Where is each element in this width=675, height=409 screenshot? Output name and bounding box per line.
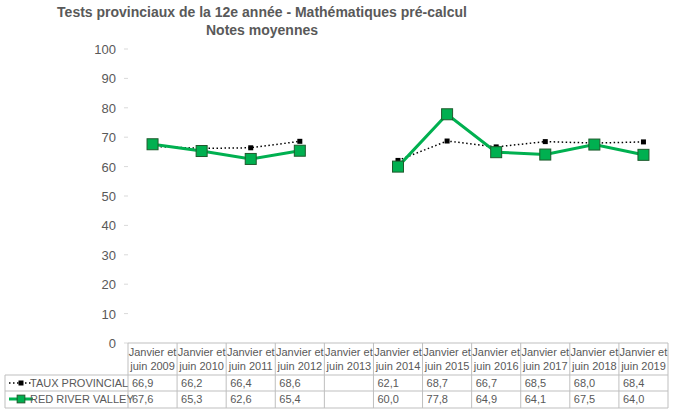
table-value: 60,0 bbox=[377, 393, 398, 405]
legend-marker bbox=[19, 381, 24, 386]
y-tick-label: 60 bbox=[102, 160, 116, 175]
title: Tests provinciaux de la 12e année - Math… bbox=[57, 4, 467, 20]
table-line bbox=[128, 343, 668, 344]
y-tick bbox=[124, 107, 128, 108]
point bbox=[641, 139, 646, 144]
series-line bbox=[153, 114, 644, 166]
y-tick-label: 80 bbox=[102, 101, 116, 116]
table-value: 64,9 bbox=[476, 393, 497, 405]
table-line bbox=[668, 343, 669, 408]
y-tick-label: 20 bbox=[102, 277, 116, 292]
legend-marker bbox=[17, 395, 25, 403]
y-tick-label: 30 bbox=[102, 248, 116, 263]
x-tick-label: Janvier etjuin 2013 bbox=[325, 346, 373, 372]
table-line bbox=[5, 375, 668, 376]
y-tick-label: 10 bbox=[102, 307, 116, 322]
point bbox=[245, 153, 256, 164]
table-value: 64,1 bbox=[525, 393, 546, 405]
table-value: 65,3 bbox=[181, 393, 202, 405]
y-tick bbox=[124, 137, 128, 138]
table-value: 67,6 bbox=[132, 393, 153, 405]
y-tick bbox=[124, 284, 128, 285]
table-value: 65,4 bbox=[279, 393, 300, 405]
table-value: 68,7 bbox=[427, 377, 448, 389]
table-value: 68,6 bbox=[279, 377, 300, 389]
table-value: 77,8 bbox=[427, 393, 448, 405]
point bbox=[393, 161, 404, 172]
point bbox=[638, 149, 649, 160]
y-tick-label: 70 bbox=[102, 130, 116, 145]
table-value: 66,7 bbox=[476, 377, 497, 389]
y-tick-label: 90 bbox=[102, 71, 116, 86]
table-value: 62,1 bbox=[377, 377, 398, 389]
table-line bbox=[5, 391, 668, 392]
plot-area bbox=[147, 109, 649, 172]
y-axis bbox=[128, 49, 129, 343]
point bbox=[445, 139, 450, 144]
y-tick bbox=[124, 225, 128, 226]
x-tick-label: Janvier etjuin 2010 bbox=[178, 346, 226, 372]
table-value: 68,4 bbox=[623, 377, 644, 389]
x-tick-label: Janvier etjuin 2009 bbox=[129, 346, 177, 372]
table-value: 68,0 bbox=[574, 377, 595, 389]
y-tick bbox=[124, 78, 128, 79]
point bbox=[297, 139, 302, 144]
table-value: 62,6 bbox=[230, 393, 251, 405]
table-line bbox=[5, 408, 668, 409]
table-value: 66,9 bbox=[132, 377, 153, 389]
legend-label: RED RIVER VALLEY bbox=[30, 393, 134, 405]
point bbox=[589, 139, 600, 150]
y-tick bbox=[124, 313, 128, 314]
legend-label: TAUX PROVINCIAL bbox=[30, 377, 128, 389]
x-tick-label: Janvier etjuin 2017 bbox=[521, 346, 569, 372]
y-tick-label: 0 bbox=[109, 336, 116, 351]
table-value: 64,0 bbox=[623, 393, 644, 405]
y-tick bbox=[124, 196, 128, 197]
table-value: 68,5 bbox=[525, 377, 546, 389]
point bbox=[540, 149, 551, 160]
subtitle: Notes moyennes bbox=[206, 22, 318, 38]
point bbox=[248, 145, 253, 150]
y-tick-label: 50 bbox=[102, 189, 116, 204]
x-tick-label: Janvier etjuin 2012 bbox=[276, 346, 324, 372]
table-line bbox=[5, 375, 6, 408]
x-tick-label: Janvier etjuin 2018 bbox=[571, 346, 619, 372]
x-tick-label: Janvier etjuin 2014 bbox=[374, 346, 422, 372]
x-tick-label: Janvier etjuin 2016 bbox=[472, 346, 520, 372]
y-tick bbox=[124, 49, 128, 50]
table-value: 67,5 bbox=[574, 393, 595, 405]
point bbox=[442, 109, 453, 120]
y-tick bbox=[124, 254, 128, 255]
point bbox=[543, 139, 548, 144]
point bbox=[147, 139, 158, 150]
table-value: 66,4 bbox=[230, 377, 251, 389]
point bbox=[294, 145, 305, 156]
y-tick-label: 100 bbox=[94, 42, 116, 57]
chart: Tests provinciaux de la 12e année - Math… bbox=[0, 0, 675, 409]
point bbox=[196, 146, 207, 157]
point bbox=[491, 147, 502, 158]
y-tick bbox=[124, 343, 128, 344]
y-tick bbox=[124, 166, 128, 167]
x-tick-label: Janvier etjuin 2011 bbox=[227, 346, 275, 372]
x-tick-label: Janvier etjuin 2019 bbox=[620, 346, 668, 372]
x-tick-label: Janvier etjuin 2015 bbox=[423, 346, 471, 372]
data-table: Janvier etjuin 2009Janvier etjuin 2010Ja… bbox=[5, 343, 668, 408]
table-value: 66,2 bbox=[181, 377, 202, 389]
y-tick-label: 40 bbox=[102, 218, 116, 233]
